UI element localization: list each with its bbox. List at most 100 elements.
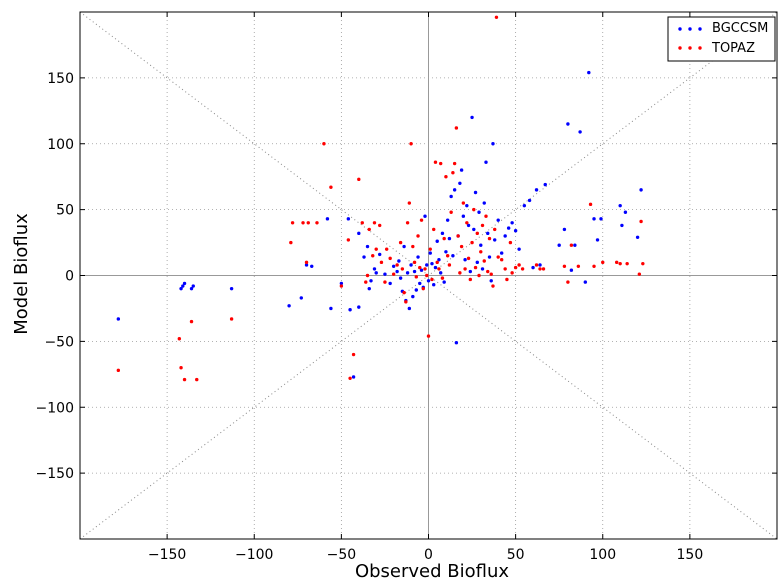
data-point-topaz	[364, 280, 368, 284]
data-point-topaz	[407, 201, 412, 205]
data-point-topaz	[486, 269, 490, 274]
data-point-topaz	[601, 260, 605, 265]
data-point-bgccsm	[480, 267, 485, 271]
data-point-bgccsm	[534, 188, 539, 192]
data-point-bgccsm	[493, 238, 497, 242]
data-point-bgccsm	[397, 259, 401, 263]
data-point-topaz	[639, 219, 643, 224]
y-tick-label: 150	[47, 71, 74, 87]
data-point-topaz	[641, 261, 645, 266]
data-point-bgccsm	[475, 260, 479, 265]
data-point-bgccsm	[329, 306, 333, 311]
data-point-bgccsm	[499, 251, 504, 255]
data-point-bgccsm	[445, 218, 450, 222]
data-point-topaz	[494, 15, 499, 19]
data-point-bgccsm	[466, 223, 471, 228]
data-point-bgccsm	[517, 247, 521, 251]
data-point-bgccsm	[618, 203, 622, 208]
data-point-topaz	[306, 221, 310, 225]
data-point-topaz	[475, 231, 479, 236]
data-point-topaz	[473, 265, 478, 270]
data-point-topaz	[496, 255, 500, 259]
data-point-bgccsm	[367, 286, 371, 291]
data-point-bgccsm	[468, 269, 473, 274]
data-point-topaz	[357, 177, 361, 182]
data-point-topaz	[365, 273, 370, 278]
data-point-topaz	[411, 244, 415, 249]
data-point-topaz	[395, 263, 399, 267]
data-point-bgccsm	[510, 221, 514, 225]
data-point-bgccsm	[372, 267, 377, 271]
data-point-bgccsm	[473, 190, 478, 195]
data-point-topaz	[499, 257, 504, 262]
data-point-bgccsm	[569, 268, 574, 272]
data-point-bgccsm	[409, 263, 413, 267]
data-point-topaz	[229, 317, 234, 321]
data-point-bgccsm	[398, 276, 403, 280]
data-point-bgccsm	[433, 265, 438, 270]
data-point-topaz	[461, 201, 466, 205]
data-point-topaz	[360, 221, 364, 225]
data-point-topaz	[414, 275, 419, 279]
data-point-topaz	[618, 261, 622, 266]
legend-marker-bgccsm	[678, 27, 702, 31]
data-point-bgccsm	[414, 288, 419, 292]
data-point-topaz	[588, 202, 593, 207]
data-point-topaz	[625, 261, 629, 266]
data-point-topaz	[437, 267, 441, 271]
data-point-topaz	[442, 236, 446, 241]
data-point-bgccsm	[438, 271, 443, 275]
data-point-bgccsm	[418, 281, 422, 286]
data-point-bgccsm	[116, 317, 121, 321]
data-point-topaz	[425, 273, 429, 278]
data-point-bgccsm	[562, 227, 567, 232]
data-point-topaz	[569, 243, 574, 247]
data-point-topaz	[444, 174, 448, 179]
data-point-bgccsm	[369, 279, 373, 283]
data-point-bgccsm	[181, 284, 185, 288]
data-point-topaz	[520, 267, 525, 271]
data-point-bgccsm	[428, 251, 432, 255]
data-point-bgccsm	[442, 280, 446, 284]
data-point-topaz	[489, 272, 493, 276]
data-point-bgccsm	[182, 281, 187, 286]
data-point-topaz	[435, 260, 439, 265]
data-point-bgccsm	[479, 243, 483, 247]
data-point-bgccsm	[435, 239, 439, 243]
data-point-topaz	[482, 259, 486, 263]
data-point-bgccsm	[339, 281, 344, 286]
data-point-bgccsm	[557, 243, 561, 247]
data-point-topaz	[383, 280, 387, 284]
data-point-bgccsm	[620, 223, 624, 228]
data-point-topaz	[329, 185, 333, 189]
data-point-topaz	[404, 300, 408, 304]
data-point-bgccsm	[491, 142, 495, 146]
data-point-topaz	[503, 267, 507, 271]
data-point-bgccsm	[412, 269, 417, 274]
data-point-topaz	[430, 277, 434, 282]
data-point-topaz	[637, 272, 642, 276]
legend-dot	[678, 46, 682, 50]
data-point-topaz	[487, 236, 492, 241]
legend-label-topaz: TOPAZ	[711, 41, 755, 56]
data-point-topaz	[290, 221, 295, 225]
data-point-bgccsm	[304, 263, 309, 267]
data-point-topaz	[480, 223, 485, 228]
data-point-bgccsm	[463, 257, 467, 262]
legend: BGCCSM TOPAZ	[667, 16, 776, 62]
data-point-bgccsm	[484, 160, 488, 164]
data-point-bgccsm	[592, 217, 596, 221]
data-point-topaz	[378, 223, 382, 228]
data-point-bgccsm	[543, 182, 547, 187]
data-point-bgccsm	[458, 181, 462, 185]
y-axis-label: Model Bioflux	[11, 213, 32, 335]
data-point-bgccsm	[437, 257, 441, 262]
data-point-bgccsm	[489, 279, 493, 283]
data-point-bgccsm	[639, 188, 643, 192]
data-point-bgccsm	[391, 264, 396, 268]
data-point-bgccsm	[459, 168, 464, 172]
data-point-bgccsm	[402, 244, 406, 249]
data-point-topaz	[405, 221, 410, 225]
data-point-bgccsm	[407, 306, 412, 311]
data-point-topaz	[418, 265, 422, 270]
